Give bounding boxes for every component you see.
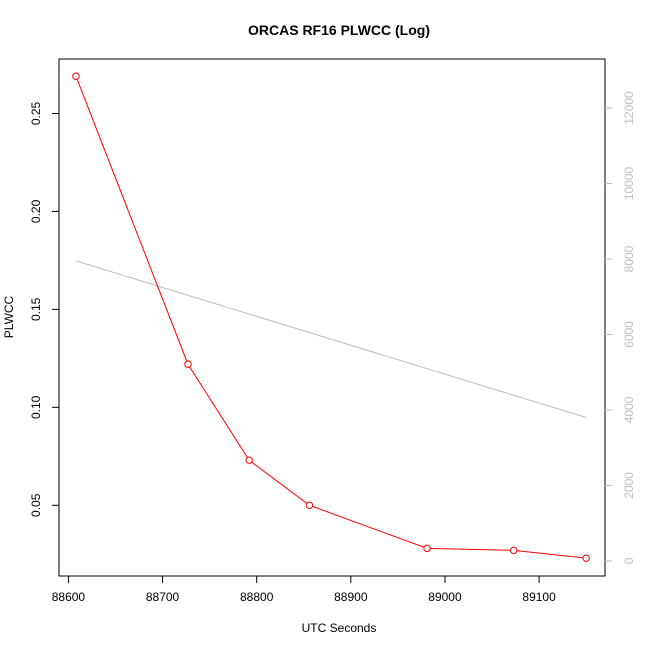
secondary-series-line — [75, 260, 587, 418]
secondary-y-axis: 0 2000 4000 6000 8000 10000 12000 — [605, 91, 636, 564]
y2-tick-label: 6000 — [622, 321, 636, 348]
plwcc-data-point — [245, 456, 253, 464]
y-tick-label: 0.20 — [29, 199, 43, 223]
x-tick-label: 89000 — [428, 590, 462, 604]
y2-tick-label: 8000 — [622, 245, 636, 272]
plwcc-data-point — [72, 72, 80, 80]
chart-title: ORCAS RF16 PLWCC (Log) — [248, 22, 430, 38]
x-tick-label: 88800 — [240, 590, 274, 604]
x-tick-label: 88700 — [146, 590, 180, 604]
y-axis: 0.05 0.10 0.15 0.20 0.25 — [29, 101, 59, 517]
y2-tick-label: 2000 — [622, 472, 636, 499]
plwcc-data-point — [184, 360, 192, 368]
y-axis-label: PLWCC — [2, 295, 16, 338]
plwcc-data-point — [423, 544, 431, 553]
x-tick-label: 88600 — [52, 590, 86, 604]
y2-tick-label: 12000 — [622, 91, 636, 125]
plwcc-data-point — [509, 546, 518, 555]
y2-tick-label: 10000 — [622, 167, 636, 201]
y-tick-label: 0.10 — [29, 395, 43, 419]
y2-tick-label: 0 — [622, 557, 636, 564]
y-tick-label: 0.05 — [29, 493, 43, 517]
plwcc-data-point — [582, 554, 590, 562]
x-tick-label: 88900 — [334, 590, 368, 604]
y-tick-label: 0.25 — [29, 101, 43, 125]
plot-frame — [58, 58, 606, 577]
y-tick-label: 0.15 — [29, 297, 43, 321]
x-tick-label: 89100 — [522, 590, 556, 604]
plwcc-data-point — [305, 501, 314, 509]
plwcc-series-line — [75, 76, 587, 559]
x-axis: 88600 88700 88800 88900 89000 89100 — [52, 576, 556, 604]
y2-tick-label: 4000 — [622, 396, 636, 423]
series-layer — [72, 72, 590, 562]
x-axis-label: UTC Seconds — [302, 621, 377, 635]
